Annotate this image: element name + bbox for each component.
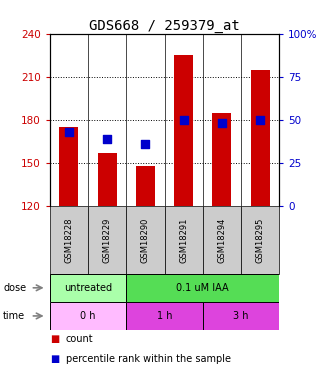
Text: GSM18229: GSM18229 bbox=[103, 217, 112, 262]
Text: time: time bbox=[3, 311, 25, 321]
Bar bbox=[59, 127, 78, 206]
Text: dose: dose bbox=[3, 283, 26, 293]
Bar bbox=[241, 206, 279, 274]
Point bbox=[66, 129, 72, 135]
Point bbox=[105, 136, 110, 142]
Bar bbox=[50, 302, 126, 330]
Text: ■: ■ bbox=[50, 354, 59, 364]
Bar bbox=[212, 113, 231, 206]
Bar bbox=[98, 153, 117, 206]
Text: percentile rank within the sample: percentile rank within the sample bbox=[66, 354, 231, 364]
Text: GSM18290: GSM18290 bbox=[141, 217, 150, 262]
Text: GSM18228: GSM18228 bbox=[65, 217, 74, 263]
Point bbox=[143, 141, 148, 147]
Bar bbox=[164, 206, 203, 274]
Bar bbox=[50, 274, 126, 302]
Bar bbox=[203, 206, 241, 274]
Bar bbox=[203, 302, 279, 330]
Bar bbox=[251, 70, 270, 206]
Bar bbox=[174, 55, 193, 206]
Text: untreated: untreated bbox=[64, 283, 112, 293]
Title: GDS668 / 259379_at: GDS668 / 259379_at bbox=[89, 19, 240, 33]
Text: 0.1 uM IAA: 0.1 uM IAA bbox=[177, 283, 229, 293]
Text: 1 h: 1 h bbox=[157, 311, 172, 321]
Bar bbox=[136, 166, 155, 206]
Text: GSM18291: GSM18291 bbox=[179, 217, 188, 262]
Text: GSM18295: GSM18295 bbox=[256, 217, 265, 262]
Text: ■: ■ bbox=[50, 334, 59, 344]
Bar bbox=[88, 206, 126, 274]
Text: GSM18294: GSM18294 bbox=[217, 217, 226, 262]
Bar bbox=[50, 206, 88, 274]
Bar bbox=[126, 206, 164, 274]
Text: count: count bbox=[66, 334, 93, 344]
Point bbox=[181, 117, 186, 123]
Point bbox=[257, 117, 263, 123]
Text: 3 h: 3 h bbox=[233, 311, 249, 321]
Text: 0 h: 0 h bbox=[80, 311, 96, 321]
Bar bbox=[126, 274, 279, 302]
Bar bbox=[126, 302, 203, 330]
Point bbox=[219, 120, 224, 126]
